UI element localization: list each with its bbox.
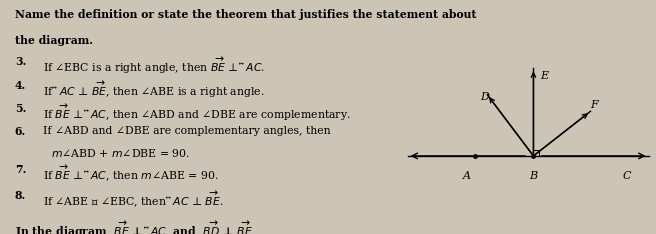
Text: E: E [540,71,548,81]
Text: If $\overrightarrow{BE}$ ⊥ $\overleftrightarrow{AC}$, then $m$∠ABE = 90.: If $\overrightarrow{BE}$ ⊥ $\overleftrig… [43,164,218,183]
Text: $m$∠ABD + $m$∠DBE = 90.: $m$∠ABD + $m$∠DBE = 90. [51,147,190,159]
Text: 8.: 8. [14,190,26,201]
Text: If ∠EBC is a right angle, then $\overrightarrow{BE}$ ⊥ $\overleftrightarrow{AC}$: If ∠EBC is a right angle, then $\overrig… [43,56,266,76]
Text: 7.: 7. [14,164,26,175]
Text: 5.: 5. [14,103,26,114]
Text: F: F [590,100,598,110]
Text: If ∠ABD and ∠DBE are complementary angles, then: If ∠ABD and ∠DBE are complementary angle… [43,126,331,136]
Text: B: B [529,171,537,181]
Text: If $\overrightarrow{BE}$ ⊥ $\overleftrightarrow{AC}$, then ∠ABD and ∠DBE are com: If $\overrightarrow{BE}$ ⊥ $\overleftrig… [43,103,351,123]
Text: If $\overleftrightarrow{AC}$ ⊥ $\overrightarrow{BE}$, then ∠ABE is a right angle: If $\overleftrightarrow{AC}$ ⊥ $\overrig… [43,80,265,100]
Text: D: D [480,92,489,102]
Text: Name the definition or state the theorem that justifies the statement about: Name the definition or state the theorem… [14,9,476,20]
Text: the diagram.: the diagram. [14,35,92,46]
Text: 3.: 3. [14,56,26,67]
Text: 6.: 6. [14,126,26,137]
Text: A: A [463,171,471,181]
Text: In the diagram  $\overrightarrow{BE}$ ⊥ $\overleftrightarrow{AC}$  and  $\overri: In the diagram $\overrightarrow{BE}$ ⊥ $… [14,220,253,234]
Text: C: C [623,171,632,181]
Text: 4.: 4. [14,80,26,91]
Text: If ∠ABE ≅ ∠EBC, then $\overleftrightarrow{AC}$ ⊥ $\overrightarrow{BE}$.: If ∠ABE ≅ ∠EBC, then $\overleftrightarro… [43,190,224,209]
